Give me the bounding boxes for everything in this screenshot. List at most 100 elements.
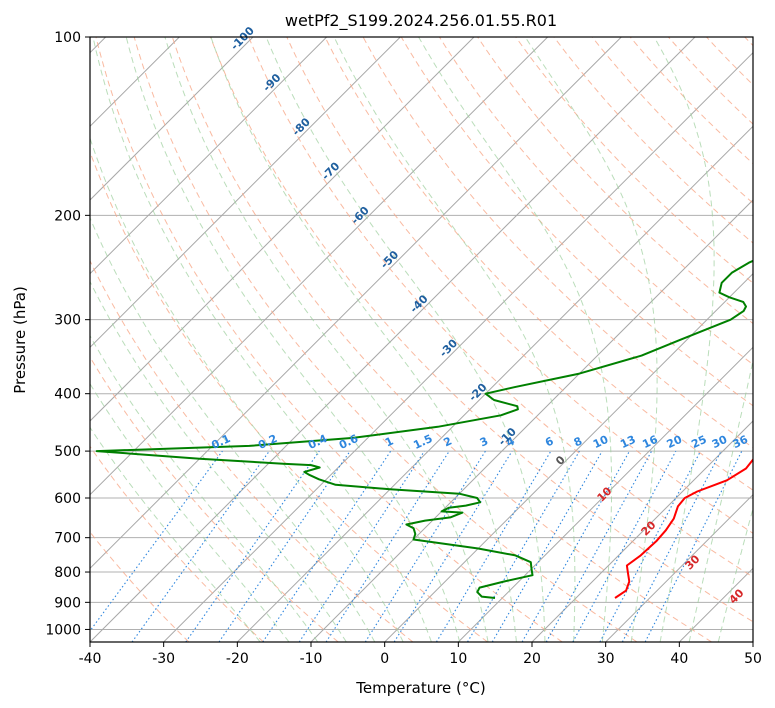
- isotherm-label: 40: [727, 586, 747, 606]
- isotherm-line: [752, 641, 753, 642]
- isotherm-label: -30: [437, 336, 460, 359]
- dry-adiabat: [90, 356, 339, 642]
- isotherm-line: [236, 125, 753, 642]
- isotherm-line: [384, 272, 753, 642]
- chart-title: wetPf2_S199.2024.256.01.55.R01: [285, 11, 557, 31]
- moist-adiabat: [653, 37, 715, 642]
- mixing-ratio-line: [262, 450, 392, 642]
- y-tick-label: 1000: [45, 622, 81, 638]
- isotherm-line: [310, 199, 753, 642]
- moist-adiabat: [524, 37, 658, 642]
- mixing-ratio-line: [325, 450, 450, 642]
- x-axis-title: Temperature (°C): [355, 679, 485, 697]
- moist-adiabat: [90, 334, 319, 642]
- dry-adiabat: [629, 37, 753, 165]
- dry-adiabat: [744, 37, 753, 47]
- x-tick-label: 10: [449, 651, 467, 667]
- moist-adiabat: [333, 37, 576, 642]
- moist-adiabat: [92, 37, 432, 642]
- y-tick-label: 400: [54, 387, 81, 403]
- moist-adiabat: [90, 382, 290, 642]
- mixing-ratio-label: 3: [478, 434, 490, 449]
- moist-adiabat: [90, 280, 347, 642]
- dry-adiabat: [90, 445, 264, 642]
- moist-adiabat: [125, 37, 461, 642]
- axes: -40 -30 -20 -10 0 10 20 30 40 5010020030040050060…: [45, 30, 762, 667]
- isotherm-line: [90, 37, 475, 422]
- isotherm-line: [678, 567, 753, 642]
- dry-adiabat: [668, 37, 753, 125]
- dry-adiabat: [90, 150, 488, 642]
- mixing-ratio-label: 1: [383, 434, 395, 449]
- isotherm-line: [531, 420, 753, 642]
- isotherm-label: -50: [378, 248, 401, 271]
- mixing-ratio-line: [218, 450, 351, 642]
- mixing-ratio-line: [185, 450, 320, 642]
- mixing-ratio-label: 10: [591, 433, 611, 451]
- dry-adiabat: [362, 37, 753, 449]
- dry-adiabat: [706, 37, 753, 86]
- moist-adiabat: [90, 426, 261, 642]
- moist-adiabat: [418, 37, 613, 642]
- mixing-ratio-label: 25: [689, 433, 708, 451]
- x-tick-label: -20: [226, 651, 249, 667]
- mixing-ratio-line: [521, 450, 630, 642]
- x-tick-label: 20: [523, 651, 541, 667]
- dry-adiabat: [210, 37, 753, 623]
- y-axis-title: Pressure (hPa): [11, 286, 29, 394]
- mixing-ratio-line: [435, 450, 552, 642]
- moist-adiabat: [688, 358, 753, 642]
- mixing-ratio-label: 8: [572, 434, 584, 449]
- mixing-ratio-line: [545, 450, 653, 642]
- x-tick-label: -10: [300, 651, 323, 667]
- isotherm-label: -70: [319, 159, 342, 182]
- mixing-ratio-line: [90, 450, 223, 632]
- isotherm-line: [163, 51, 753, 642]
- moist-adiabat: [265, 37, 546, 642]
- dry-adiabat: [477, 37, 753, 325]
- isotherm-label: 30: [683, 552, 703, 572]
- dewpoint-profile-line: [95, 259, 753, 599]
- mixing-ratio-line: [364, 450, 486, 642]
- dry-adiabat: [591, 37, 753, 204]
- moist-adiabat: [210, 37, 517, 642]
- isotherm-line: [90, 37, 549, 496]
- isotherm-label: -40: [407, 292, 430, 315]
- moist-adiabat: [164, 37, 489, 642]
- isotherm-line: [90, 37, 696, 642]
- isotherm-label: -100: [228, 24, 257, 53]
- isotherm-line: [605, 493, 753, 642]
- moist-adiabat: [90, 216, 376, 642]
- background-lines: [90, 37, 753, 642]
- x-tick-label: 30: [597, 651, 615, 667]
- y-tick-label: 300: [54, 313, 81, 329]
- isotherm-line: [457, 346, 753, 642]
- isotherm-line: [90, 37, 401, 349]
- temperature-profile-line: [614, 457, 753, 599]
- dry-adiabat: [515, 37, 753, 284]
- isopleth-labels: 0.1 0.2 0.4 0.6 1 1.5 2 3 4 6 8 10 13 16 20 25 30 36-100-…: [209, 24, 750, 607]
- mixing-ratio-label: 0.1: [209, 432, 232, 452]
- y-tick-label: 900: [54, 595, 81, 611]
- x-tick-label: -40: [79, 651, 102, 667]
- y-tick-label: 100: [54, 30, 81, 46]
- mixing-ratio-label: 0.4: [306, 432, 329, 452]
- mixing-ratio-label: 36: [731, 433, 751, 451]
- isotherm-label: -90: [260, 71, 283, 94]
- x-tick-label: 40: [670, 651, 688, 667]
- mixing-ratio-line: [393, 450, 513, 642]
- dry-adiabat: [90, 259, 414, 642]
- y-tick-label: 700: [54, 531, 81, 547]
- profile-series: [95, 259, 753, 599]
- y-tick-label: 600: [54, 491, 81, 507]
- isotherm-label: -80: [290, 115, 313, 138]
- isotherm-label: -20: [466, 381, 489, 404]
- x-tick-label: 50: [744, 651, 762, 667]
- plot-frame: [89, 36, 754, 643]
- moist-adiabat: [90, 136, 404, 642]
- mixing-ratio-line: [491, 450, 603, 642]
- mixing-ratio-label: 13: [618, 433, 637, 451]
- dry-adiabat: [324, 37, 753, 491]
